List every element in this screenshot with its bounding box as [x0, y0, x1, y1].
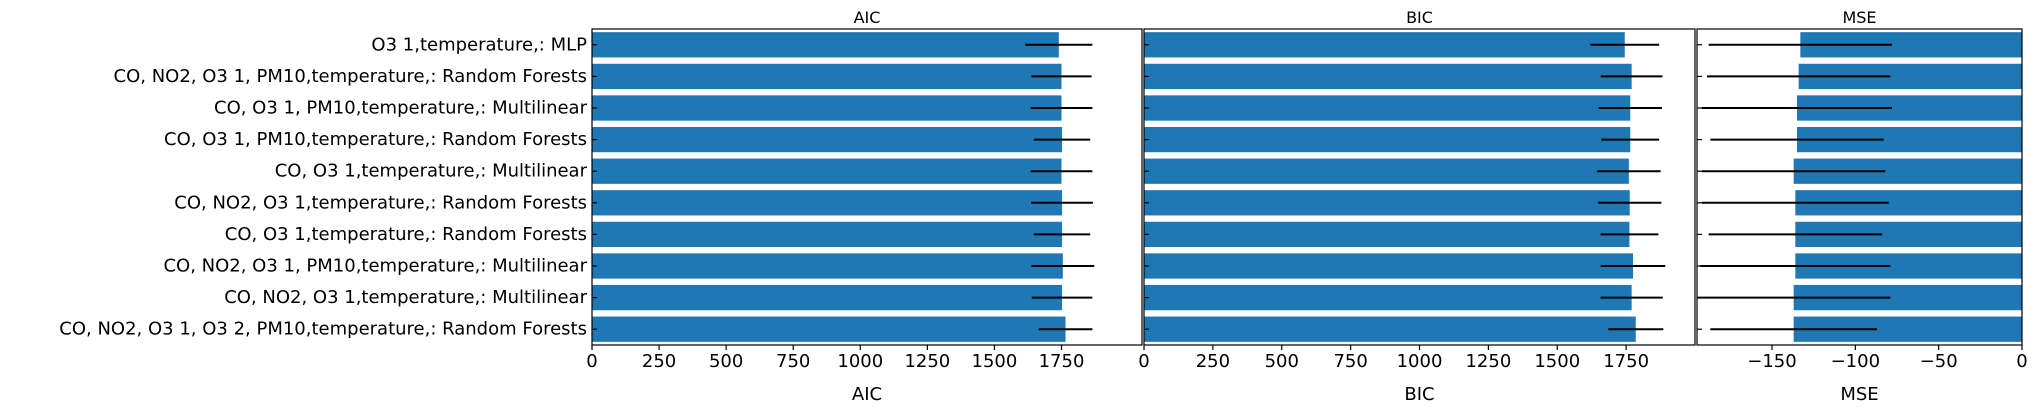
x-axis-label: AIC	[852, 384, 882, 405]
category-label: CO, NO2, O3 1, PM10,temperature,: Multil…	[163, 256, 587, 277]
x-tick-label: 0	[2016, 351, 2027, 372]
x-tick-label: 1000	[837, 351, 883, 372]
category-label: CO, O3 1, PM10,temperature,: Random Fore…	[164, 129, 587, 150]
category-label: CO, O3 1,temperature,: Multilinear	[275, 161, 588, 182]
category-label: O3 1,temperature,: MLP	[371, 34, 587, 55]
x-tick-label: −150	[1747, 351, 1796, 372]
panel-title: MSE	[1842, 8, 1876, 27]
x-axis-label: MSE	[1840, 384, 1878, 405]
category-label: CO, NO2, O3 1,temperature,: Multilinear	[224, 287, 587, 308]
x-tick-label: 1750	[1039, 351, 1085, 372]
bar	[1144, 253, 1634, 279]
x-axis-label: BIC	[1404, 384, 1434, 405]
panel-title: AIC	[854, 8, 881, 27]
category-label: CO, NO2, O3 1, O3 2, PM10,temperature,: …	[59, 319, 587, 340]
bar	[1144, 221, 1630, 248]
bar	[592, 95, 1062, 121]
x-tick-label: 500	[709, 351, 743, 372]
category-label: CO, NO2, O3 1, PM10,temperature,: Random…	[114, 66, 587, 87]
bar	[1144, 95, 1631, 121]
bar	[592, 158, 1062, 184]
x-tick-label: 750	[776, 351, 810, 372]
bar	[592, 253, 1063, 279]
bar	[1144, 284, 1632, 311]
bar	[1144, 316, 1636, 342]
bar	[592, 32, 1059, 58]
x-tick-label: −100	[1831, 351, 1880, 372]
bar	[592, 316, 1066, 342]
x-tick-label: 0	[586, 351, 597, 372]
x-tick-label: 750	[1333, 351, 1367, 372]
bic-panel: 0 250 500 750 1000 1250 1500 1750 BIC BIC	[1138, 8, 1696, 405]
x-tick-label: 1500	[1534, 351, 1580, 372]
bar	[1144, 32, 1625, 58]
category-label: CO, NO2, O3 1,temperature,: Random Fores…	[174, 192, 587, 213]
axes-frame	[591, 28, 1143, 346]
bar	[1144, 126, 1631, 153]
x-tick-label: 500	[1265, 351, 1299, 372]
aic-panel: 0 250 500 750 1000 1250 1500 1750 AIC AIC	[586, 8, 1143, 405]
x-tick-label: 250	[1196, 351, 1230, 372]
category-label: CO, O3 1, PM10,temperature,: Multilinear	[214, 98, 588, 119]
x-tick-label: 1750	[1603, 351, 1649, 372]
bar	[1144, 190, 1630, 216]
panel-title: BIC	[1406, 8, 1433, 27]
category-labels: O3 1,temperature,: MLP CO, NO2, O3 1, PM1…	[59, 34, 587, 339]
bar	[1144, 63, 1632, 90]
bar	[592, 221, 1063, 248]
x-tick-label: 1500	[972, 351, 1018, 372]
x-tick-label: 1250	[1465, 351, 1511, 372]
axes-frame	[1696, 28, 2023, 346]
bar	[592, 284, 1063, 311]
bar	[592, 126, 1063, 153]
x-tick-label: 0	[1138, 351, 1149, 372]
x-tick-label: −50	[1920, 351, 1958, 372]
category-label: CO, O3 1,temperature,: Random Forests	[225, 224, 587, 245]
mse-panel: −150 −100 −50 0 MSE MSE	[1696, 8, 2028, 405]
bar	[1144, 158, 1629, 184]
x-tick-label: 250	[642, 351, 676, 372]
bar	[592, 190, 1063, 216]
x-tick-label: 1000	[1397, 351, 1443, 372]
bar	[592, 63, 1062, 90]
x-tick-label: 1250	[904, 351, 950, 372]
